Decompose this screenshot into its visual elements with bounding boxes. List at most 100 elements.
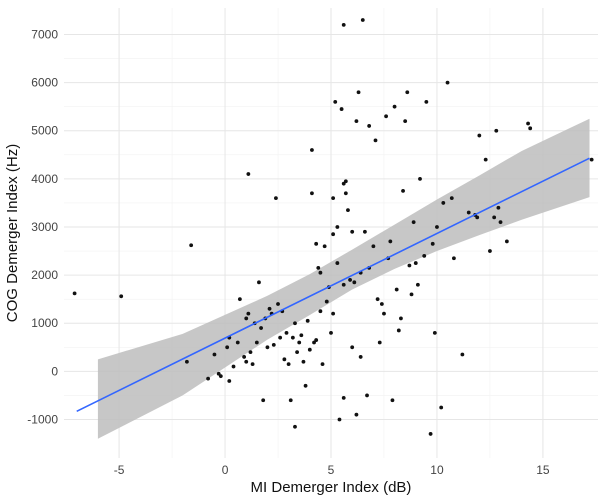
data-point: [354, 119, 359, 124]
data-point: [297, 340, 302, 345]
data-point: [320, 362, 325, 367]
data-point: [274, 196, 278, 201]
data-point: [305, 318, 310, 323]
data-point: [293, 321, 297, 326]
data-point: [390, 398, 395, 403]
data-point: [242, 355, 247, 359]
x-tick-label: -5: [114, 463, 125, 477]
data-point: [314, 338, 319, 342]
data-point: [212, 352, 217, 357]
data-point: [424, 99, 429, 104]
data-point: [225, 345, 230, 350]
data-point: [284, 330, 289, 335]
data-point: [293, 424, 297, 429]
x-tick-label: 0: [222, 463, 229, 477]
data-point: [382, 311, 386, 316]
data-point: [441, 201, 446, 205]
data-point: [333, 99, 338, 104]
data-point: [415, 282, 420, 287]
data-point: [477, 133, 482, 138]
data-point: [322, 244, 327, 249]
data-point: [409, 292, 414, 297]
data-point: [310, 148, 314, 152]
data-point: [360, 18, 365, 22]
data-point: [335, 225, 340, 229]
data-point: [363, 229, 367, 234]
y-tick-label: 1000: [31, 316, 58, 330]
data-point: [301, 359, 306, 364]
data-point: [341, 282, 346, 287]
data-point: [589, 157, 594, 162]
data-point: [218, 374, 223, 379]
x-tick-label: 5: [328, 463, 335, 477]
data-point: [350, 229, 355, 234]
data-point: [331, 232, 336, 237]
y-axis-title: COG Demerger Index (Hz): [4, 144, 21, 322]
data-point: [354, 412, 359, 417]
data-point: [261, 398, 266, 403]
data-point: [526, 121, 530, 126]
data-point: [371, 244, 376, 249]
data-point: [367, 124, 372, 128]
data-point: [407, 263, 412, 268]
data-point: [318, 270, 323, 275]
data-point: [318, 309, 323, 314]
data-point: [237, 297, 242, 302]
data-point: [392, 104, 397, 109]
data-point: [428, 432, 433, 436]
data-point: [337, 417, 342, 422]
data-point: [307, 347, 312, 352]
data-point: [248, 350, 253, 355]
y-tick-label: 4000: [31, 172, 58, 186]
data-point: [72, 291, 77, 296]
data-point: [375, 297, 380, 302]
data-point: [377, 340, 382, 345]
data-point: [235, 340, 240, 345]
data-point: [288, 398, 293, 403]
data-point: [314, 241, 319, 246]
data-point: [418, 176, 422, 181]
y-tick-label: 5000: [31, 124, 58, 138]
data-point: [341, 22, 346, 27]
data-point: [413, 261, 418, 265]
data-point: [331, 196, 336, 201]
data-point: [259, 326, 263, 330]
points-layer: [72, 18, 594, 436]
y-tick-label: 3000: [31, 220, 58, 234]
data-point: [343, 191, 348, 196]
data-point: [227, 379, 232, 383]
data-point: [494, 128, 499, 133]
data-point: [299, 333, 304, 338]
data-point: [492, 215, 497, 220]
data-point: [267, 306, 272, 311]
x-axis-title: MI Demerger Index (dB): [251, 479, 412, 496]
x-tick-label: 15: [536, 463, 550, 477]
regression-line: [76, 157, 590, 413]
data-point: [496, 205, 501, 210]
data-point: [310, 191, 314, 196]
data-point: [250, 362, 255, 367]
data-point: [324, 299, 329, 304]
data-point: [231, 364, 236, 369]
data-point: [504, 239, 509, 244]
data-point: [435, 225, 439, 229]
data-point: [384, 114, 388, 119]
y-tick-label: 7000: [31, 27, 58, 41]
data-point: [119, 294, 124, 299]
data-point: [271, 342, 276, 347]
data-point: [276, 302, 280, 306]
y-tick-label: 2000: [31, 268, 58, 282]
data-point: [430, 241, 435, 246]
data-point: [290, 335, 295, 340]
data-point: [373, 138, 378, 143]
data-point: [189, 243, 194, 248]
data-point: [185, 359, 189, 364]
data-point: [343, 179, 348, 184]
data-point: [282, 357, 287, 362]
tick-labels: -5 0 5 10 15 -1000 0 1000 2000 3000 4000 5000 6000 70…: [27, 27, 550, 477]
data-point: [316, 265, 321, 270]
data-point: [265, 345, 270, 350]
data-point: [335, 261, 340, 265]
